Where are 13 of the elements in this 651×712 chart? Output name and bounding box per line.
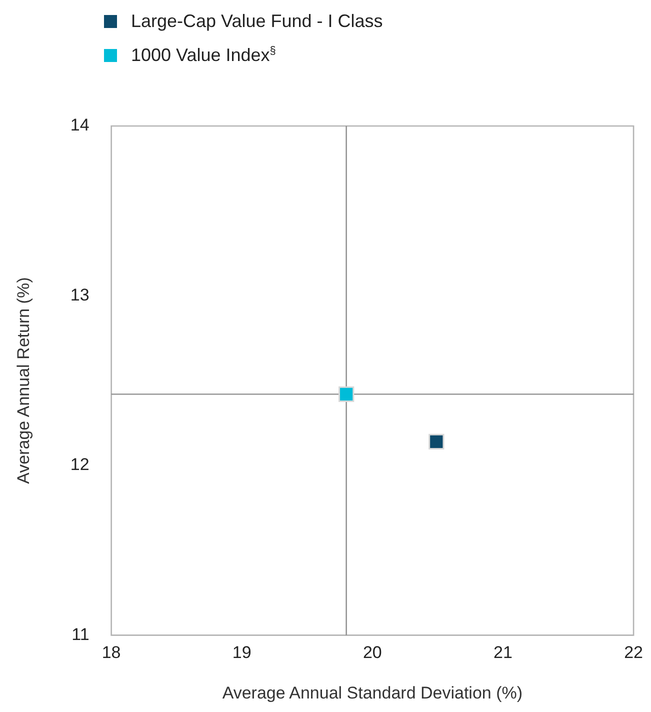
x-tick-label: 19 — [232, 643, 252, 662]
x-tick-label: 22 — [624, 643, 644, 662]
y-tick-label: 13 — [70, 285, 90, 304]
x-axis-title: Average Annual Standard Deviation (%) — [222, 683, 523, 702]
y-tick-label: 14 — [70, 116, 90, 135]
x-tick-label: 20 — [362, 643, 382, 662]
x-tick-label: 21 — [494, 643, 512, 662]
y-tick-label: 11 — [72, 624, 90, 644]
x-tick-label: 18 — [102, 643, 121, 662]
y-axis-title: Average Annual Return (%) — [14, 277, 33, 484]
legend-label: Large-Cap Value Fund - I Class — [131, 10, 383, 32]
y-tick-label: 12 — [70, 455, 90, 474]
legend-label: 1000 Value Index$^{§}$ — [131, 44, 276, 66]
